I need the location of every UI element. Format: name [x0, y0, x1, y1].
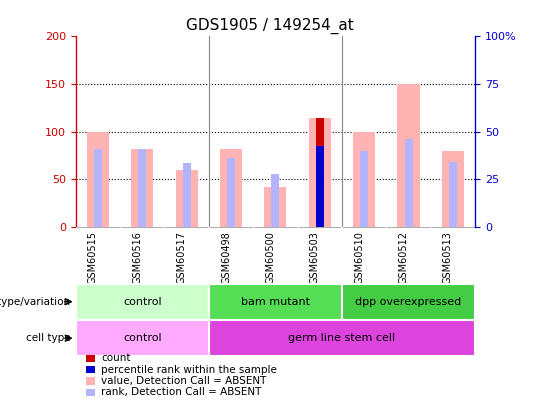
Bar: [87, 132, 109, 227]
Bar: [316, 146, 324, 227]
Text: GSM60510: GSM60510: [354, 231, 364, 284]
Bar: [131, 149, 153, 227]
Text: GSM60498: GSM60498: [221, 231, 231, 284]
Bar: [360, 151, 368, 227]
Text: GSM60515: GSM60515: [88, 231, 98, 284]
Text: germ line stem cell: germ line stem cell: [288, 333, 396, 343]
Bar: [264, 187, 287, 227]
Text: GDS1905 / 149254_at: GDS1905 / 149254_at: [186, 18, 354, 34]
Bar: [76, 320, 209, 356]
Bar: [176, 170, 198, 227]
Bar: [449, 162, 457, 227]
Bar: [227, 158, 235, 227]
Text: control: control: [123, 297, 161, 307]
Text: dpp overexpressed: dpp overexpressed: [355, 297, 462, 307]
Bar: [138, 149, 146, 227]
Bar: [183, 163, 191, 227]
Text: rank, Detection Call = ABSENT: rank, Detection Call = ABSENT: [101, 388, 261, 397]
Bar: [404, 139, 413, 227]
Text: GSM60512: GSM60512: [399, 231, 409, 284]
Bar: [353, 132, 375, 227]
Bar: [342, 284, 475, 320]
Bar: [442, 151, 464, 227]
Text: bam mutant: bam mutant: [241, 297, 310, 307]
Text: control: control: [123, 333, 161, 343]
Text: GSM60516: GSM60516: [132, 231, 142, 284]
Text: percentile rank within the sample: percentile rank within the sample: [101, 365, 277, 375]
Text: GSM60513: GSM60513: [443, 231, 453, 284]
Text: value, Detection Call = ABSENT: value, Detection Call = ABSENT: [101, 376, 267, 386]
Text: GSM60503: GSM60503: [310, 231, 320, 284]
Bar: [76, 284, 209, 320]
Bar: [309, 118, 331, 227]
Bar: [209, 320, 475, 356]
Text: cell type: cell type: [25, 333, 70, 343]
Bar: [272, 175, 279, 227]
Bar: [209, 284, 342, 320]
Bar: [316, 118, 324, 227]
Text: GSM60500: GSM60500: [265, 231, 275, 284]
Bar: [220, 149, 242, 227]
Bar: [397, 84, 420, 227]
Bar: [94, 149, 102, 227]
Text: genotype/variation: genotype/variation: [0, 297, 70, 307]
Bar: [316, 146, 324, 227]
Text: count: count: [101, 354, 131, 363]
Text: GSM60517: GSM60517: [177, 231, 187, 284]
